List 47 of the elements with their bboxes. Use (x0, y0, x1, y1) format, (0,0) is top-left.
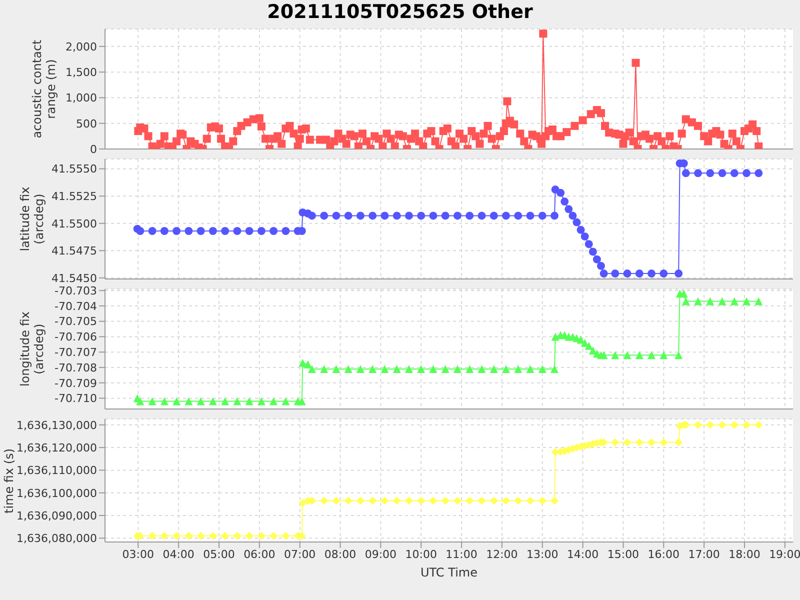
x-tick-label: 15:00 (607, 548, 640, 561)
y-tick-label: 41.5475 (52, 244, 97, 258)
x-tick-label: 08:00 (324, 548, 356, 561)
x-tick-label: 16:00 (648, 548, 680, 561)
y-tick-label: 500 (76, 117, 97, 130)
y-tick-label: 2,000 (66, 40, 97, 54)
y-tick-label: 41.5525 (52, 190, 97, 203)
y-tick-label: 1,636,120,000 (16, 441, 97, 454)
y-tick-label: -70.708 (54, 361, 97, 374)
y-tick-label: 0 (90, 142, 97, 156)
x-tick-label: 13:00 (526, 548, 558, 561)
x-tick-label: 04:00 (162, 548, 194, 561)
y-axis-title: acoustic contact range (m) (30, 38, 58, 140)
y-tick-label: 1,636,110,000 (16, 464, 97, 478)
x-tick-label: 18:00 (728, 548, 760, 561)
y-tick-label: 1,500 (66, 66, 97, 79)
y-tick-label: 1,636,130,000 (16, 418, 97, 432)
y-tick-label: 41.5500 (52, 217, 97, 230)
y-tick-label: -70.705 (54, 315, 97, 328)
y-axis-title: time fix (s) (2, 447, 16, 516)
y-tick-label: -70.709 (54, 376, 97, 390)
y-axis-title: longitude fix (arcdeg) (18, 310, 46, 389)
x-tick-label: 05:00 (203, 548, 235, 561)
x-tick-label: 11:00 (446, 548, 478, 561)
x-axis-title: UTC Time (420, 566, 478, 580)
x-tick-label: 14:00 (566, 548, 599, 561)
y-tick-label: 41.5550 (52, 162, 97, 176)
chart-title: 20211105T025625 Other (266, 0, 534, 24)
x-tick-label: 19:00 (769, 548, 800, 561)
y-tick-label: 1,000 (66, 92, 97, 105)
y-axis-title: latitude fix (arcdeg) (18, 186, 46, 254)
y-tick-label: 1,636,080,000 (16, 532, 97, 546)
x-tick-label: 12:00 (486, 548, 518, 561)
x-tick-label: 10:00 (405, 548, 437, 561)
x-tick-label: 03:00 (122, 548, 154, 561)
y-tick-label: -70.706 (54, 330, 97, 344)
y-tick-label: 41.5450 (52, 272, 97, 285)
x-tick-label: 09:00 (364, 548, 397, 561)
y-tick-label: -70.703 (54, 284, 97, 298)
y-tick-label: 1,636,100,000 (16, 486, 97, 500)
x-tick-label: 07:00 (284, 548, 316, 561)
x-tick-label: 17:00 (688, 548, 720, 561)
y-tick-label: -70.704 (54, 300, 97, 313)
y-tick-label: -70.710 (54, 392, 97, 406)
x-tick-label: 06:00 (244, 548, 276, 561)
y-tick-label: 1,636,090,000 (16, 509, 97, 522)
y-tick-label: -70.707 (54, 346, 97, 359)
